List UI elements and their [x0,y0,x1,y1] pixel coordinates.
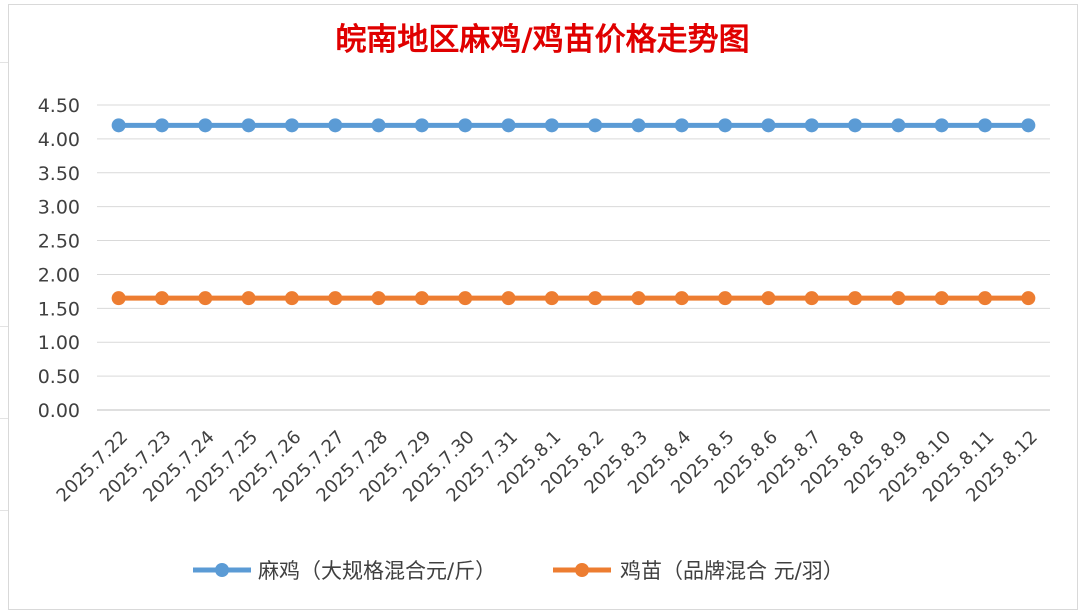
data-point [978,291,993,306]
data-point [631,118,646,133]
y-tick-label: 4.50 [38,95,80,117]
y-tick-label: 2.00 [38,264,80,286]
y-axis-ticks: 0.00 0.50 1.00 1.50 2.00 2.50 3.00 3.50 4.00 4.50 [38,95,80,422]
data-point [198,291,213,306]
data-point [414,291,429,306]
legend-label: 鸡苗（品牌混合 元/羽） [620,559,844,583]
series-group [111,118,1036,306]
data-point [371,291,386,306]
legend-swatch-marker [575,563,589,577]
data-point [588,291,603,306]
data-point [284,118,299,133]
data-point [284,291,299,306]
data-point [588,118,603,133]
data-point [328,118,343,133]
data-point [718,291,733,306]
data-point [154,118,169,133]
data-point [501,118,516,133]
data-point [111,291,126,306]
data-point [848,291,863,306]
data-point [1021,118,1036,133]
data-point [891,291,906,306]
data-point [198,118,213,133]
data-point [1021,291,1036,306]
edge-mark [0,418,8,419]
y-tick-label: 0.00 [38,400,80,422]
data-point [718,118,733,133]
legend-swatch-marker [215,563,229,577]
data-point [544,291,559,306]
data-point [154,291,169,306]
x-axis-ticks: 2025.7.222025.7.232025.7.242025.7.252025… [53,427,1042,507]
data-point [458,118,473,133]
data-point [934,291,949,306]
gridlines [97,104,1050,411]
data-point [371,118,386,133]
data-point [241,291,256,306]
data-point [544,118,559,133]
y-tick-label: 3.00 [38,197,80,219]
data-point [934,118,949,133]
y-tick-label: 0.50 [38,366,80,388]
data-point [328,291,343,306]
data-point [414,118,429,133]
data-point [674,118,689,133]
edge-mark [0,62,8,63]
data-point [891,118,906,133]
y-tick-label: 3.50 [38,163,80,185]
data-point [978,118,993,133]
legend: 麻鸡（大规格混合元/斤） 鸡苗（品牌混合 元/羽） [193,559,844,583]
y-tick-label: 2.50 [38,231,80,253]
data-point [111,118,126,133]
legend-label: 麻鸡（大规格混合元/斤） [258,559,496,583]
data-point [674,291,689,306]
data-point [241,118,256,133]
chart-title: 皖南地区麻鸡/鸡苗价格走势图 [335,22,750,58]
y-tick-label: 1.50 [38,298,80,320]
data-point [761,118,776,133]
data-point [761,291,776,306]
edge-mark [0,326,8,327]
y-tick-label: 4.00 [38,129,80,151]
y-tick-label: 1.00 [38,332,80,354]
edge-mark [0,510,8,511]
data-point [458,291,473,306]
data-point [804,291,819,306]
data-point [804,118,819,133]
data-point [848,118,863,133]
data-point [501,291,516,306]
data-point [631,291,646,306]
